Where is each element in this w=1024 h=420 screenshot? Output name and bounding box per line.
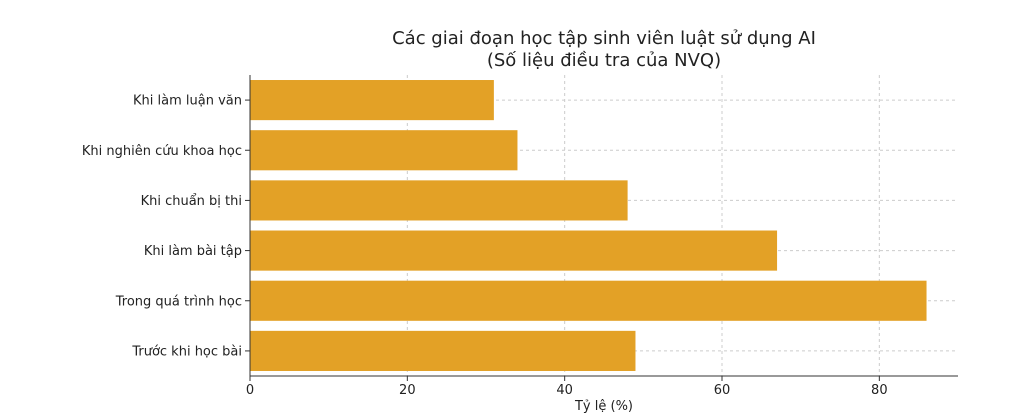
y-tick-label: Khi làm luận văn [133,94,242,109]
labels-layer: 0 20 40 60 80 Khi làm luận văn Khi nghiên cứu … [82,94,888,398]
x-tick-label: 20 [399,383,416,398]
chart-subtitle: (Số liệu điều tra của NVQ) [486,50,722,71]
bar [250,180,628,221]
y-tick-label: Khi làm bài tập [144,244,242,259]
y-tick-label: Trước khi học bài [131,344,242,359]
bar [250,80,494,121]
axes-layer [245,75,958,381]
y-tick-label: Trong quá trình học [115,294,242,309]
x-tick-label: 40 [556,383,573,398]
y-tick-label: Khi chuẩn bị thi [141,194,242,209]
y-tick-label: Khi nghiên cứu khoa học [82,144,242,159]
x-tick-label: 60 [714,383,731,398]
bar [250,130,518,171]
chart-title: Các giai đoạn học tập sinh viên luật sử … [392,28,816,49]
x-tick-label: 80 [871,383,888,398]
bar [250,330,636,371]
bars-layer [250,80,927,371]
x-tick-label: 0 [246,383,254,398]
x-axis-label: Tỷ lệ (%) [574,399,633,414]
bar [250,230,778,271]
bar [250,280,927,321]
